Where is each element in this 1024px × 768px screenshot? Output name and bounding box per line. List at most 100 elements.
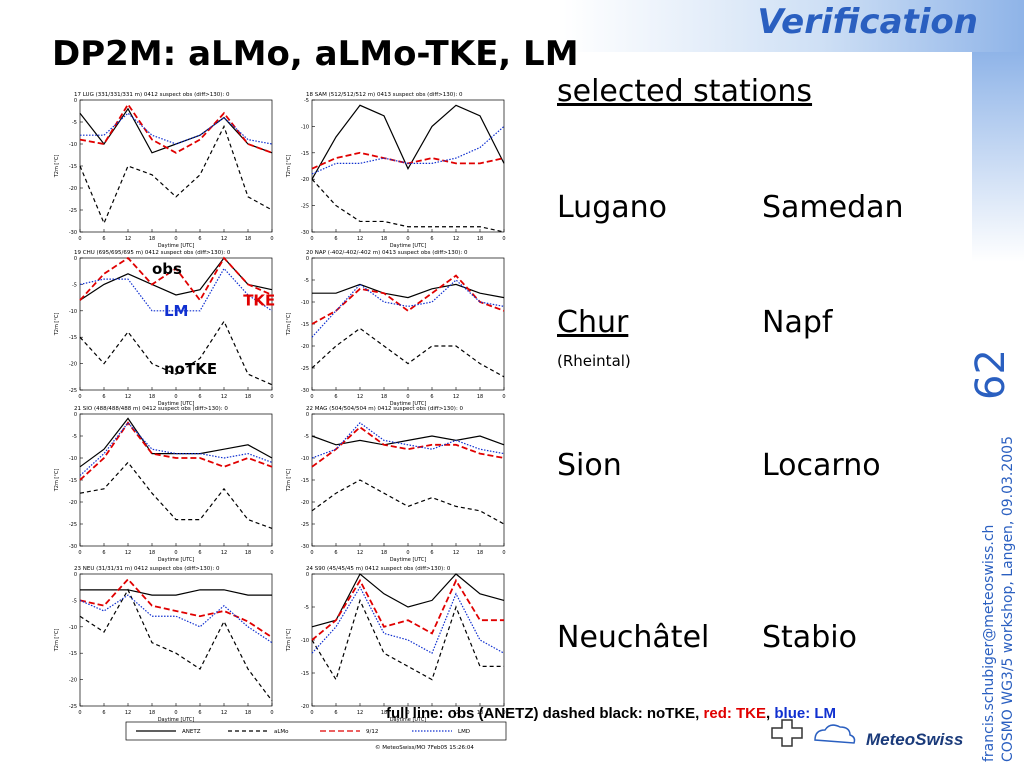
- x-tick-label: 0: [502, 550, 505, 556]
- x-tick-label: 0: [270, 394, 273, 400]
- y-tick-label: 0: [74, 412, 77, 418]
- series-line: [311, 598, 504, 682]
- x-tick-label: 18: [149, 550, 155, 556]
- x-tick-label: 18: [381, 710, 387, 716]
- series-line: [79, 461, 273, 529]
- x-tick-label: 0: [406, 394, 409, 400]
- y-tick-label: -15: [301, 671, 309, 677]
- y-tick-label: -15: [69, 478, 77, 484]
- x-tick-label: 12: [357, 394, 363, 400]
- x-tick-label: 0: [502, 236, 505, 242]
- y-tick-label: -10: [69, 625, 77, 631]
- y-tick-label: -10: [301, 124, 309, 130]
- y-tick-label: 0: [306, 412, 309, 418]
- x-tick-label: 0: [78, 550, 81, 556]
- x-tick-label: 6: [198, 236, 201, 242]
- legend-label: 9/12: [366, 729, 378, 735]
- y-tick-label: -30: [301, 388, 309, 394]
- x-tick-label: 0: [310, 550, 313, 556]
- x-tick-label: 0: [406, 710, 409, 716]
- series-line: [311, 479, 505, 525]
- x-tick-label: 18: [245, 394, 251, 400]
- side-band: [972, 52, 1024, 262]
- x-tick-label: 12: [453, 236, 459, 242]
- caption-part: full line: obs (ANETZ) dashed black: noT…: [386, 705, 704, 722]
- series-line: [79, 421, 273, 481]
- y-tick-label: -15: [69, 164, 77, 170]
- caption: full line: obs (ANETZ) dashed black: noT…: [386, 705, 836, 722]
- y-tick-label: -5: [72, 120, 77, 126]
- y-tick-label: -15: [301, 322, 309, 328]
- panel-title: 18 SAM (512/512/512 m) 0413 suspect obs …: [306, 92, 463, 98]
- stations-heading: selected stations: [557, 74, 813, 109]
- x-tick-label: 12: [221, 236, 227, 242]
- x-tick-label: 6: [334, 550, 337, 556]
- y-tick-label: -20: [69, 500, 77, 506]
- legend-box: [125, 721, 507, 741]
- x-axis-label: Daytime [UTC]: [158, 401, 195, 407]
- y-tick-label: -20: [301, 344, 309, 350]
- x-tick-label: 6: [198, 394, 201, 400]
- x-tick-label: 6: [102, 550, 105, 556]
- y-tick-label: -25: [301, 522, 309, 528]
- x-tick-label: 18: [149, 394, 155, 400]
- y-tick-label: -10: [301, 638, 309, 644]
- x-tick-label: 0: [310, 710, 313, 716]
- x-tick-label: 12: [453, 710, 459, 716]
- y-tick-label: -10: [69, 142, 77, 148]
- panel-title: 17 LUG (331/331/331 m) 0412 suspect obs …: [74, 92, 230, 98]
- x-tick-label: 0: [78, 710, 81, 716]
- x-tick-label: 12: [125, 550, 131, 556]
- series-line: [79, 421, 273, 477]
- y-tick-label: -15: [301, 151, 309, 157]
- x-tick-label: 0: [270, 236, 273, 242]
- y-tick-label: -25: [69, 388, 77, 394]
- plot-frame: [311, 99, 505, 233]
- y-tick-label: 0: [74, 98, 77, 104]
- series-line: [79, 256, 273, 302]
- y-tick-label: -30: [69, 230, 77, 236]
- x-tick-label: 6: [430, 550, 433, 556]
- y-tick-label: -5: [72, 434, 77, 440]
- x-tick-label: 18: [245, 710, 251, 716]
- x-tick-label: 18: [245, 550, 251, 556]
- series-line: [79, 594, 273, 644]
- x-axis-label: Daytime [UTC]: [390, 557, 427, 563]
- y-axis-label: T2m [°C]: [54, 469, 60, 493]
- header-band: [0, 0, 1024, 52]
- caption-part: ,: [766, 705, 775, 722]
- plot-frame: [79, 413, 273, 547]
- panel-title: 23 NEU (31/31/31 m) 0412 suspect obs (di…: [74, 566, 220, 572]
- station: Lugano: [557, 190, 667, 225]
- y-tick-label: -30: [69, 544, 77, 550]
- logo-mark: [771, 719, 856, 747]
- x-tick-label: 18: [381, 394, 387, 400]
- panel-title: 20 NAP (-402/-402/-402 m) 0413 suspect o…: [306, 250, 468, 256]
- legend-label: aLMo: [274, 729, 289, 735]
- y-tick-label: -5: [304, 278, 309, 284]
- series-line: [311, 104, 505, 180]
- x-tick-label: 18: [381, 236, 387, 242]
- x-axis-label: Daytime [UTC]: [390, 717, 427, 723]
- x-tick-label: 0: [174, 710, 177, 716]
- station: Neuchâtel: [557, 620, 710, 655]
- station: Locarno: [762, 448, 881, 483]
- series-line: [79, 320, 273, 386]
- y-tick-label: -20: [301, 177, 309, 183]
- series-line: [80, 589, 272, 596]
- x-tick-label: 0: [406, 236, 409, 242]
- y-axis-label: T2m [°C]: [54, 313, 60, 337]
- x-tick-label: 6: [430, 710, 433, 716]
- x-tick-label: 6: [334, 710, 337, 716]
- y-tick-label: -20: [69, 362, 77, 368]
- slide-title: DP2M: aLMo, aLMo-TKE, LM: [52, 34, 579, 74]
- x-tick-label: 18: [477, 710, 483, 716]
- y-tick-label: -5: [304, 434, 309, 440]
- y-tick-label: -25: [69, 208, 77, 214]
- x-tick-label: 18: [149, 710, 155, 716]
- x-tick-label: 6: [334, 394, 337, 400]
- series-line: [79, 267, 273, 312]
- x-tick-label: 6: [198, 710, 201, 716]
- y-tick-label: -10: [69, 309, 77, 315]
